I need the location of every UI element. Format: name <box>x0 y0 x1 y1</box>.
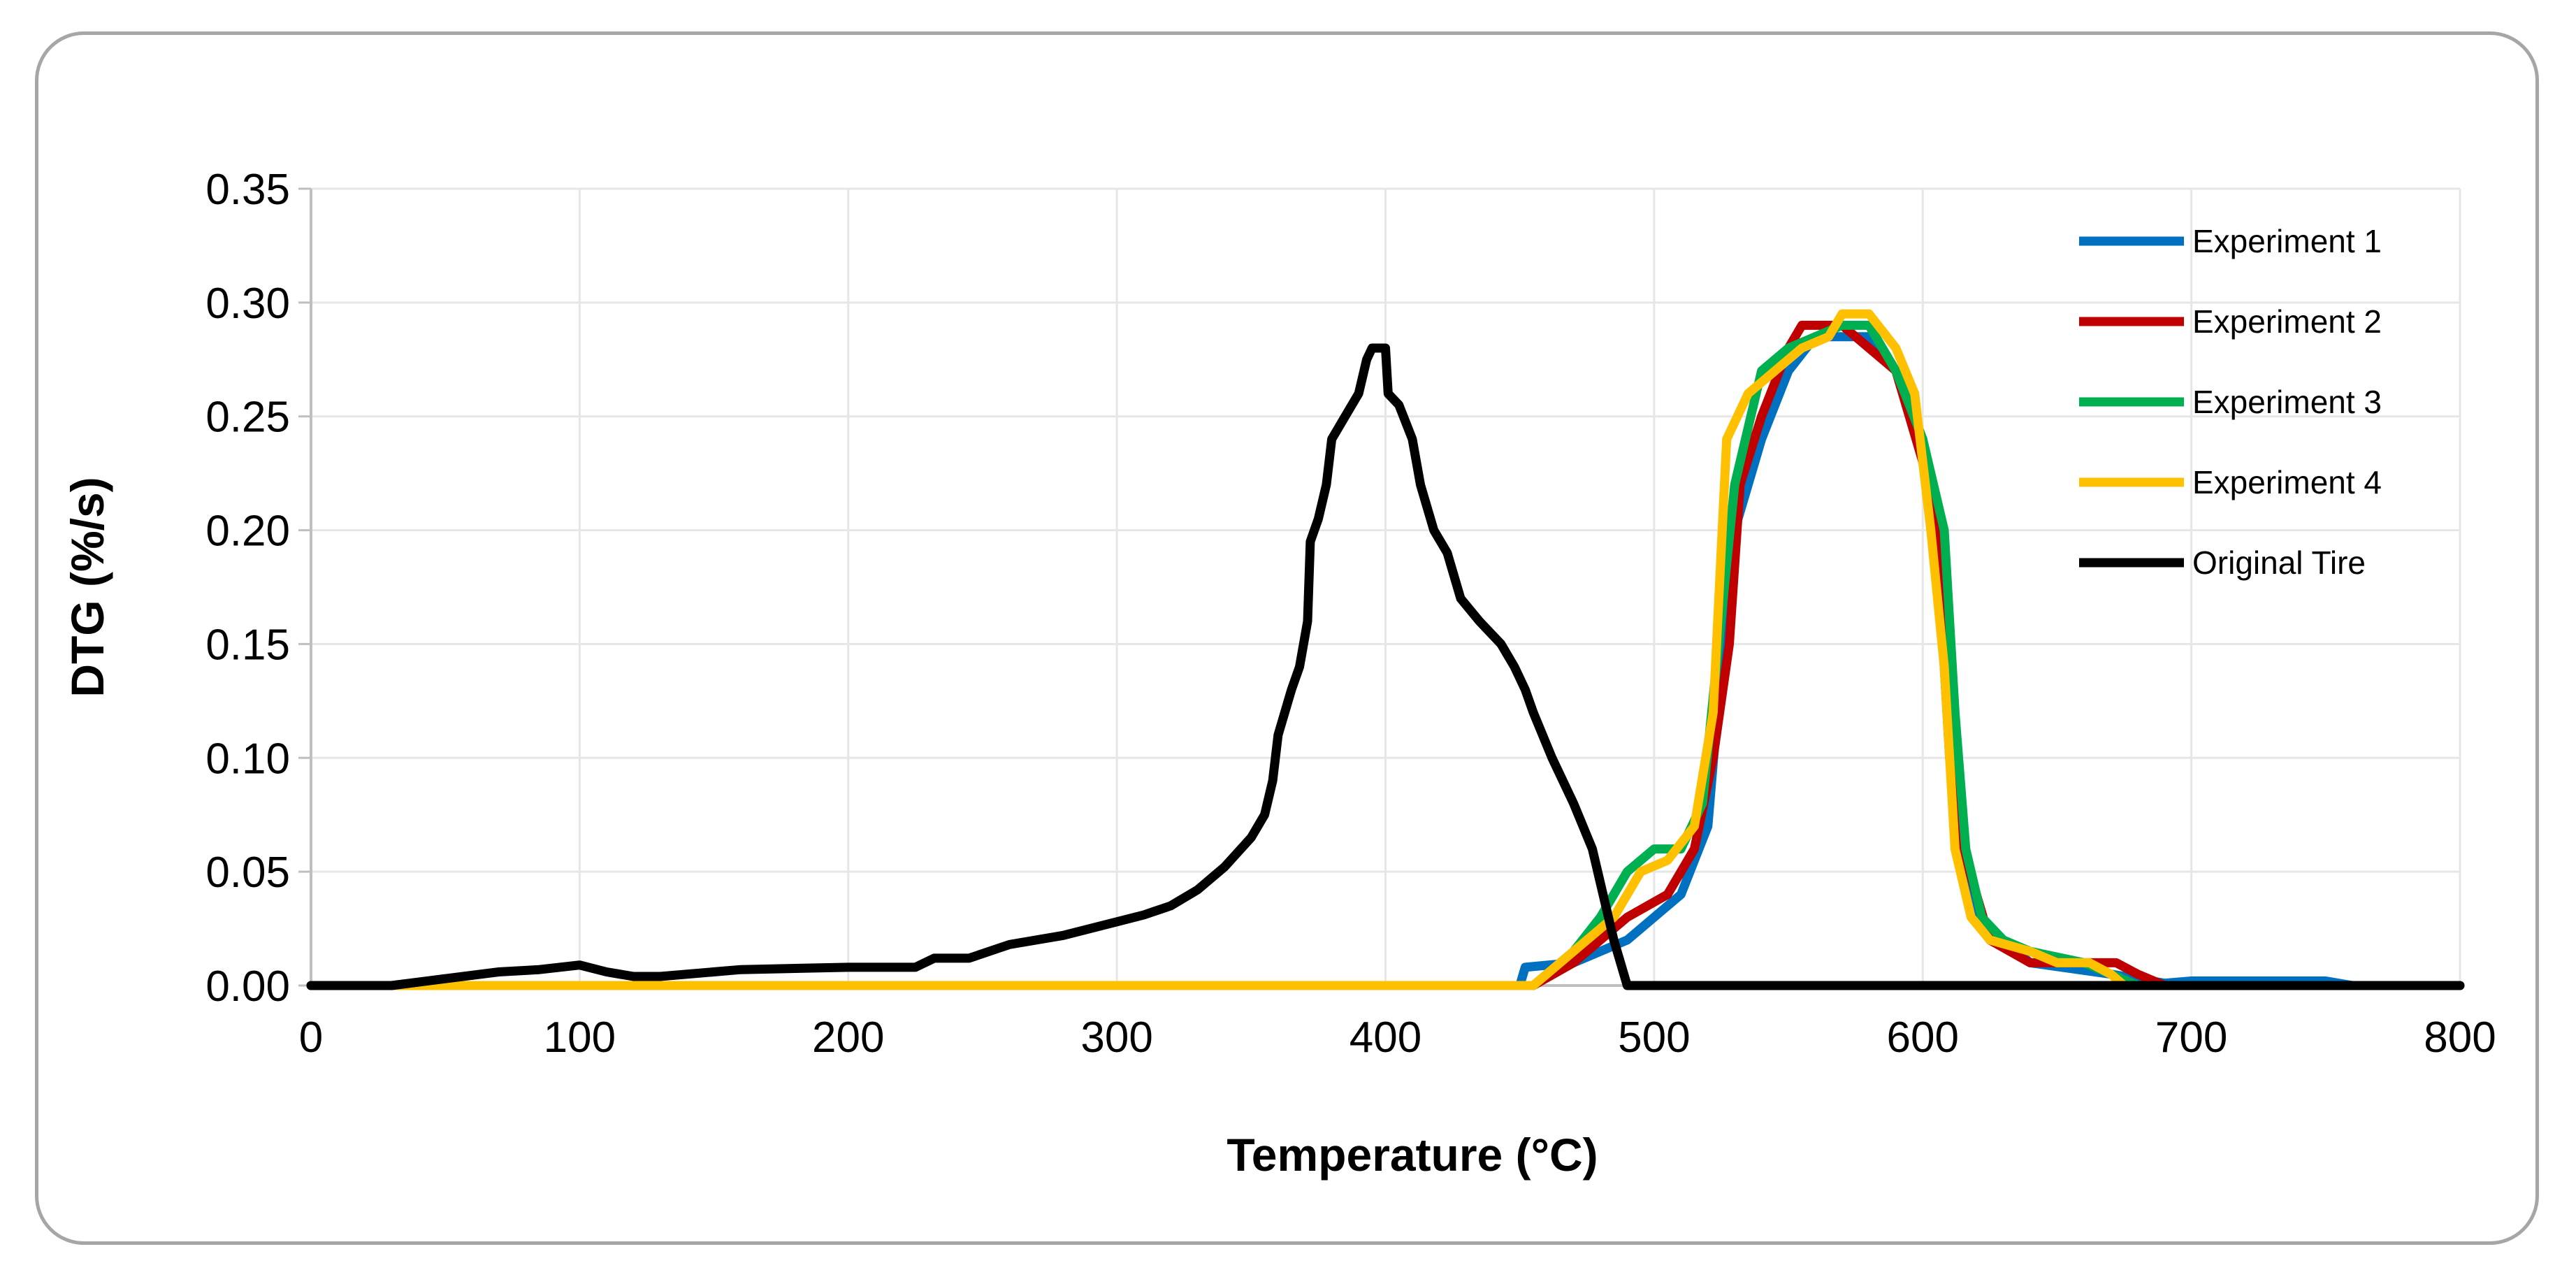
series-line-experiment-4 <box>306 309 2465 990</box>
legend-label: Experiment 2 <box>2192 303 2382 340</box>
x-tick-label: 100 <box>544 1013 616 1062</box>
y-tick-label: 0.20 <box>205 507 290 556</box>
x-tick-label: 200 <box>812 1013 884 1062</box>
legend-item-experiment-4: Experiment 4 <box>2079 464 2382 500</box>
legend-item-experiment-1: Experiment 1 <box>2079 223 2382 259</box>
x-tick-label: 800 <box>2424 1013 2496 1062</box>
axes <box>298 187 2460 987</box>
x-tick-label: 600 <box>1887 1013 1959 1062</box>
y-tick-label: 0.15 <box>205 621 290 669</box>
legend-label: Experiment 1 <box>2192 223 2382 259</box>
legend-item-experiment-2: Experiment 2 <box>2079 303 2382 340</box>
x-axis-title: Temperature (°C) <box>1227 1129 1598 1181</box>
legend-item-original-tire: Original Tire <box>2079 544 2366 581</box>
gridlines <box>311 187 2461 986</box>
y-tick-label: 0.35 <box>205 166 290 214</box>
legend-label: Experiment 4 <box>2192 464 2382 500</box>
y-tick-label: 0.00 <box>205 962 290 1011</box>
y-tick-labels: 0.00 0.05 0.10 0.15 0.20 0.25 0.30 0.35 <box>205 166 290 1011</box>
y-tick-label: 0.05 <box>205 849 290 897</box>
x-tick-labels: 0 100 200 300 400 500 600 700 800 <box>299 1013 2496 1062</box>
y-tick-label: 0.10 <box>205 735 290 783</box>
x-tick-label: 400 <box>1349 1013 1421 1062</box>
legend-item-experiment-3: Experiment 3 <box>2079 384 2382 420</box>
y-axis-title: DTG (%/s) <box>61 477 113 697</box>
x-tick-label: 500 <box>1618 1013 1690 1062</box>
chart-frame <box>35 31 2539 1245</box>
x-tick-label: 700 <box>2155 1013 2227 1062</box>
x-tick-label: 300 <box>1080 1013 1152 1062</box>
series-lines <box>306 309 2465 990</box>
legend-label: Original Tire <box>2192 544 2366 581</box>
y-tick-label: 0.25 <box>205 394 290 442</box>
series-line-original-tire <box>306 343 2465 990</box>
x-tick-label: 0 <box>299 1013 323 1062</box>
legend: Experiment 1 Experiment 2 Experiment 3 Expe… <box>2079 223 2382 581</box>
legend-label: Experiment 3 <box>2192 384 2382 420</box>
y-tick-label: 0.30 <box>205 280 290 328</box>
